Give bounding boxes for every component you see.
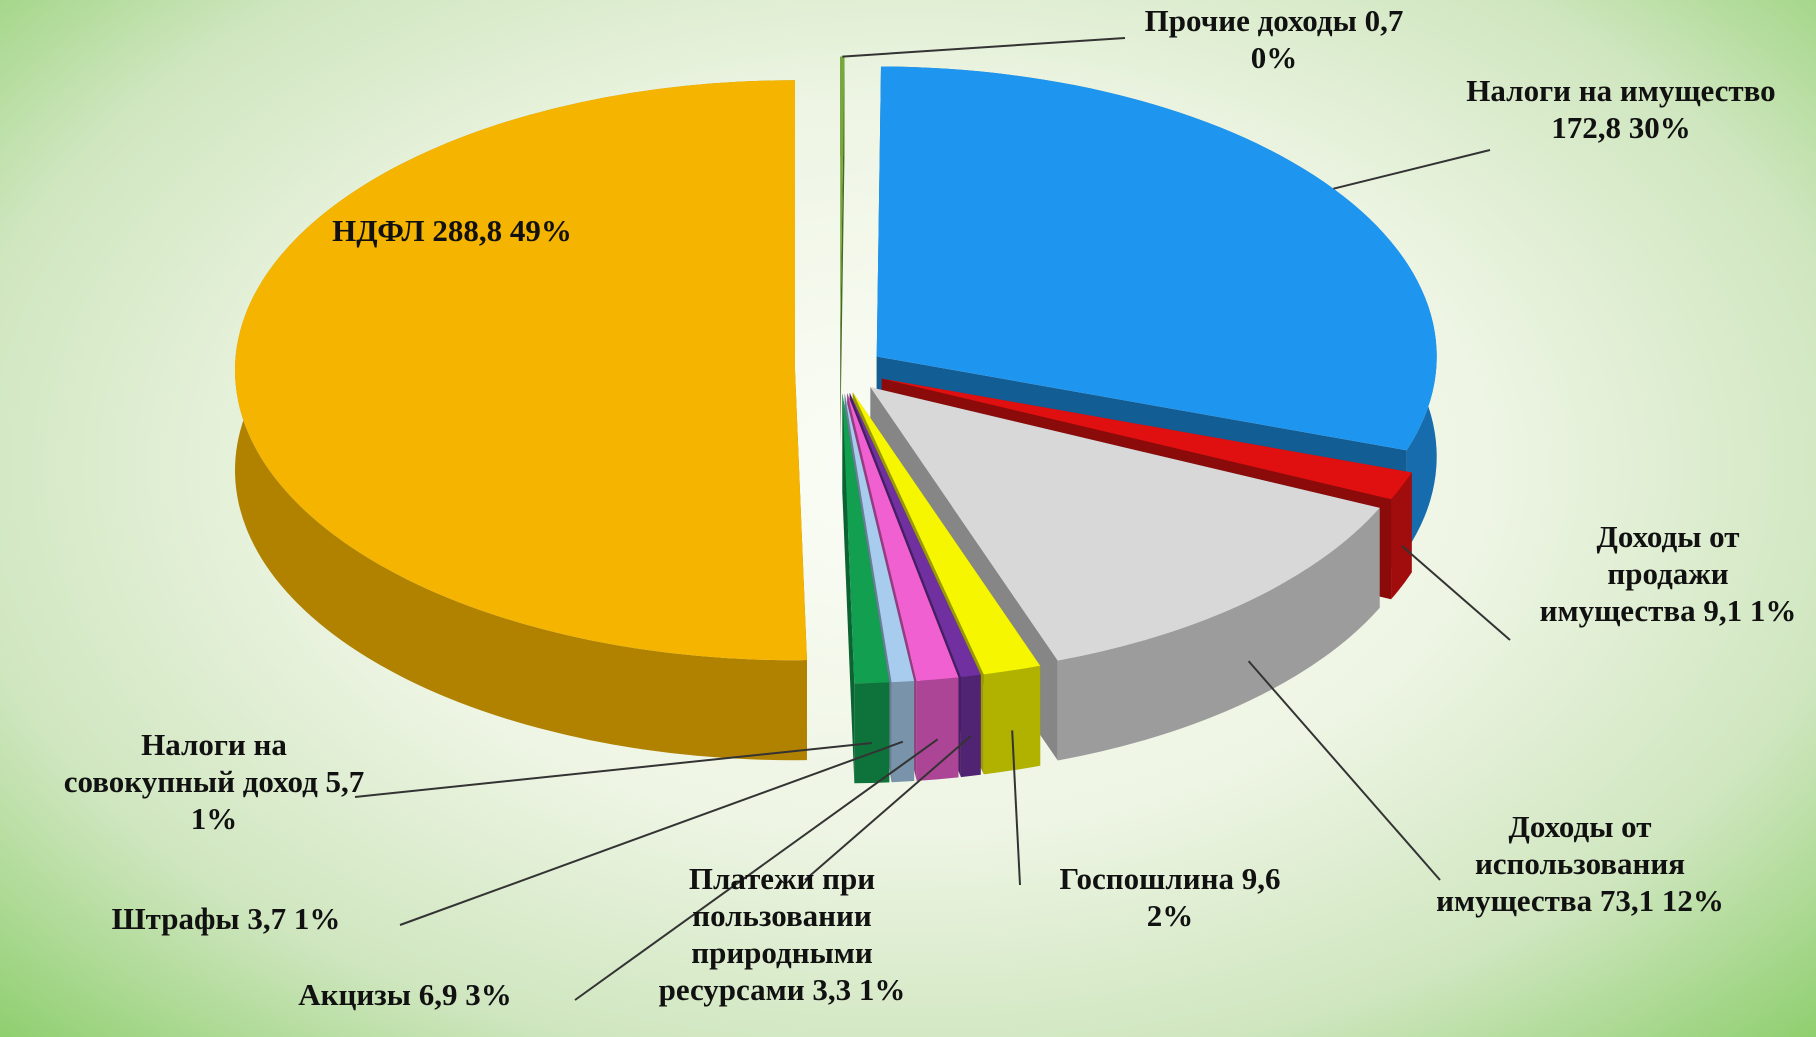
label-name: Штрафы bbox=[111, 901, 240, 936]
slice bbox=[844, 393, 915, 683]
slice bbox=[847, 393, 959, 681]
leader-line bbox=[1011, 730, 1021, 886]
label-value: 9,1 bbox=[1703, 593, 1743, 628]
slice-wall bbox=[854, 682, 890, 784]
label-name: Доходы от продажи имущества bbox=[1539, 519, 1748, 628]
label-name: Налоги на совокупный доход bbox=[63, 727, 318, 799]
leader-line bbox=[1247, 660, 1441, 881]
leader-line bbox=[399, 740, 904, 926]
slice-label: Доходы от продажи имущества 9,1 1% bbox=[1533, 518, 1803, 629]
slice bbox=[849, 392, 981, 678]
leader-line bbox=[842, 37, 1126, 58]
slice-label: Штрафы 3,7 1% bbox=[46, 900, 406, 937]
label-name: Платежи при пользовании природными ресур… bbox=[658, 861, 883, 1007]
label-percent: 49% bbox=[509, 213, 572, 248]
leader-line bbox=[804, 735, 972, 881]
slice-label: НДФЛ 288,8 49% bbox=[322, 212, 582, 249]
leader-line bbox=[574, 738, 939, 1001]
slice-label: Доходы от использования имущества 73,1 1… bbox=[1420, 808, 1740, 919]
leader-line bbox=[1401, 545, 1511, 641]
label-value: 172,8 bbox=[1551, 110, 1621, 145]
label-percent: 1% bbox=[293, 901, 341, 936]
slice bbox=[840, 56, 845, 447]
slice bbox=[842, 393, 890, 784]
label-percent: 1% bbox=[1749, 593, 1797, 628]
label-name: Доходы от использования имущества bbox=[1436, 809, 1693, 918]
leader-line bbox=[354, 741, 872, 798]
slice-wall bbox=[983, 665, 1041, 775]
slice-wall bbox=[1391, 472, 1412, 600]
label-value: 6,9 bbox=[418, 977, 458, 1012]
label-value: 9,6 bbox=[1241, 861, 1281, 896]
slice-wall bbox=[891, 681, 915, 783]
slice bbox=[840, 56, 845, 347]
slice bbox=[842, 393, 890, 684]
slice-label: Акцизы 6,9 3% bbox=[240, 976, 570, 1013]
slice bbox=[234, 80, 807, 661]
label-value: 5,7 bbox=[325, 764, 365, 799]
slice-label: Платежи при пользовании природными ресур… bbox=[647, 860, 917, 1008]
label-value: 288,8 bbox=[432, 213, 503, 248]
label-value: 3,7 bbox=[247, 901, 287, 936]
slice-side bbox=[842, 393, 855, 784]
slice-label: Прочие доходы 0,7 0% bbox=[1124, 2, 1424, 76]
label-value: 0,7 bbox=[1364, 3, 1404, 38]
slice-label: Налоги на совокупный доход 5,7 1% bbox=[59, 726, 369, 837]
slice bbox=[870, 387, 1380, 661]
slice-label: Налоги на имущество 172,8 30% bbox=[1456, 72, 1786, 146]
label-name: НДФЛ bbox=[332, 213, 425, 248]
slice-wall bbox=[1057, 507, 1380, 761]
label-value: 3,3 bbox=[812, 972, 852, 1007]
slice-wall bbox=[960, 674, 981, 778]
label-name: Госпошлина bbox=[1059, 861, 1234, 896]
label-percent: 30% bbox=[1628, 110, 1691, 145]
label-name: Налоги на имущество bbox=[1466, 73, 1776, 108]
label-percent: 1% bbox=[858, 972, 906, 1007]
label-percent: 12% bbox=[1661, 883, 1724, 918]
slice-label: Госпошлина 9,6 2% bbox=[1040, 860, 1300, 934]
label-percent: 1% bbox=[190, 801, 238, 836]
slice bbox=[852, 392, 1041, 675]
label-percent: 0% bbox=[1250, 40, 1298, 75]
label-name: Прочие доходы bbox=[1144, 3, 1357, 38]
label-percent: 2% bbox=[1146, 898, 1194, 933]
label-value: 73,1 bbox=[1599, 883, 1655, 918]
slice bbox=[234, 80, 807, 761]
leader-line bbox=[1333, 149, 1491, 190]
slice bbox=[881, 378, 1412, 500]
label-name: Акцизы bbox=[298, 977, 411, 1012]
label-percent: 3% bbox=[465, 977, 512, 1012]
slice bbox=[876, 66, 1437, 451]
